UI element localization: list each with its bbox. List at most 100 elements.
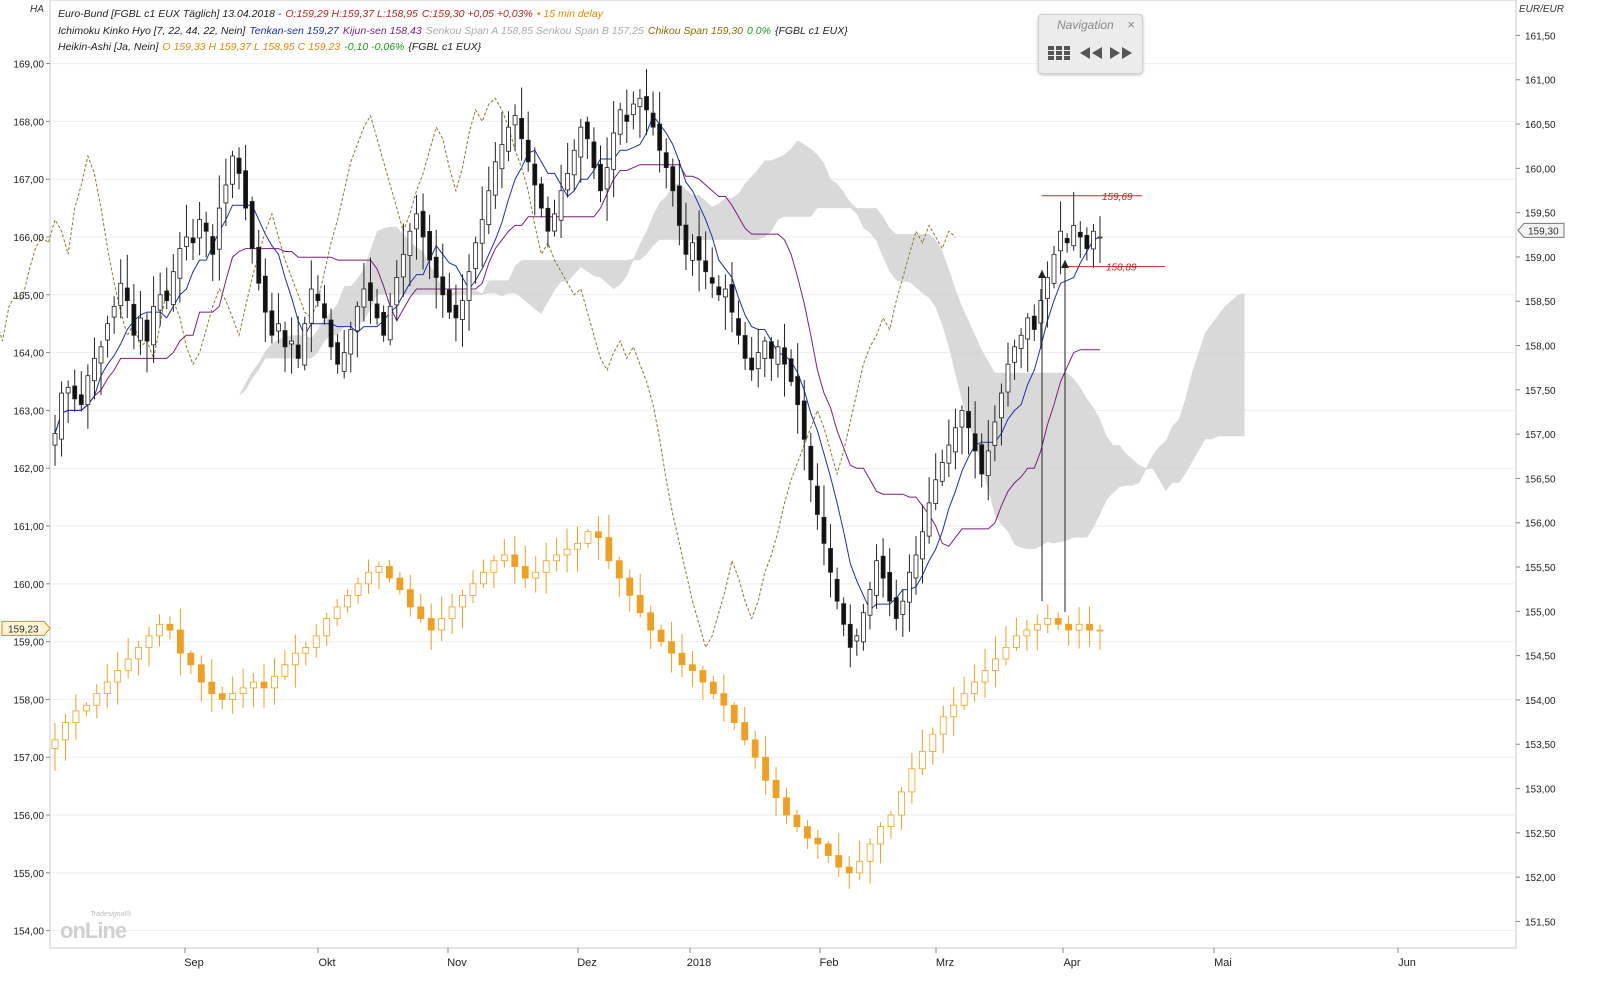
right-tick-label: 153,50 (1525, 740, 1556, 751)
price-candle-body (867, 589, 873, 616)
right-tick-label: 151,50 (1525, 917, 1556, 928)
price-candle-body (1071, 225, 1077, 247)
price-candle-body (650, 112, 656, 128)
price-candle-body (98, 346, 104, 364)
price-candle-body (197, 219, 202, 239)
price-candle-body (630, 103, 636, 116)
right-tick-label: 161,50 (1525, 31, 1556, 42)
price-candle-body (801, 400, 807, 440)
price-candle-body (335, 342, 341, 365)
rewind-icon[interactable] (1077, 42, 1105, 64)
price-candle-body (762, 340, 768, 359)
price-candle-body (788, 358, 794, 382)
price-candle-body (670, 166, 676, 192)
price-candle-body (446, 289, 452, 313)
heikin-ashi-body (176, 629, 184, 654)
heikin-ashi-body (511, 554, 519, 567)
heikin-ashi-body (772, 779, 780, 799)
heikin-ashi-body (469, 583, 477, 596)
heikin-ashi-body (824, 843, 832, 856)
heikin-ashi-body (145, 635, 153, 648)
x-tick-label: Sep (184, 957, 204, 969)
heikin-ashi-body (260, 681, 268, 689)
left-tick-label: 154,00 (13, 927, 44, 938)
heikin-ashi-body (1044, 618, 1052, 625)
heikin-ashi-body (783, 797, 790, 816)
legend-heikin-values: O 159,33 H 159,37 L 158,95 C 159,23 (162, 41, 341, 53)
heikin-ashi-body (699, 670, 707, 683)
price-candle-body (972, 433, 978, 452)
price-candle-body (676, 185, 682, 226)
price-candle-body (690, 242, 695, 261)
close-icon[interactable]: × (1127, 17, 1135, 32)
left-tick-label: 158,00 (13, 695, 44, 706)
legend: Euro-Bund [FGBL c1 EUX Täglich] 13.04.20… (58, 6, 852, 56)
legend-delay: • 15 min delay (536, 8, 603, 20)
heikin-ashi-body (793, 814, 801, 828)
price-candle-body (946, 444, 952, 464)
heikin-ashi-body (1054, 618, 1062, 625)
left-tick-label: 169,00 (13, 60, 44, 71)
price-candle-body (578, 126, 584, 158)
heikin-ashi-body (636, 594, 644, 614)
heikin-ashi-body (82, 704, 90, 712)
heikin-ashi-body (845, 866, 853, 874)
grid-icon[interactable] (1045, 42, 1073, 64)
price-candle-body (933, 479, 939, 504)
price-candle-body (907, 571, 912, 603)
heikin-ashi-body (657, 629, 665, 643)
heikin-ashi-body (208, 681, 216, 695)
heikin-ashi-body (981, 670, 989, 683)
price-candle-body (328, 319, 334, 348)
heikin-ashi-body (939, 716, 947, 735)
heikin-ashi-body (647, 612, 655, 631)
price-candle-body (295, 344, 301, 359)
fast-forward-icon[interactable] (1107, 42, 1135, 64)
heikin-ashi-body (354, 583, 362, 596)
heikin-ashi-body (553, 554, 560, 562)
right-last-price-label: 159,30 (1528, 226, 1559, 237)
price-candle-body (729, 284, 735, 313)
heikin-ashi-body (135, 647, 143, 660)
price-candle-body (374, 303, 380, 319)
price-candle-body (262, 275, 268, 313)
heikin-ashi-body (814, 837, 822, 845)
heikin-ashi-body (960, 693, 968, 706)
heikin-ashi-body (187, 652, 195, 666)
price-candle-body (637, 97, 643, 108)
heikin-ashi-body (500, 554, 508, 562)
heikin-ashi-body (908, 768, 916, 793)
price-candle-body (985, 450, 991, 477)
legend-ichimoku: Ichimoku Kinko Hyo [7, 22, 44, 22, Nein] (58, 24, 246, 37)
heikin-ashi-body (427, 618, 435, 631)
heikin-ashi-body (1013, 635, 1020, 648)
left-tick-label: 162,00 (13, 464, 44, 475)
right-tick-label: 158,50 (1525, 297, 1556, 308)
tenkan-sen-line (54, 114, 1101, 611)
right-tick-label: 156,50 (1525, 474, 1556, 485)
price-candle-body (486, 190, 492, 226)
right-last-price-box (1517, 222, 1565, 238)
heikin-ashi-body (480, 571, 487, 585)
resistance-label: 159,69 (1102, 192, 1133, 203)
price-candle-body (341, 352, 347, 372)
legend-chikou: Chikou Span 159,30 (647, 24, 744, 37)
heikin-ashi-body (365, 571, 372, 585)
price-candle-body (118, 282, 124, 307)
price-candle-body (52, 433, 58, 446)
legend-heikin-source: {FGBL c1 EUX} (408, 41, 482, 53)
heikin-ashi-body (584, 531, 592, 544)
heikin-ashi-body (709, 681, 717, 695)
price-candle-body (893, 597, 899, 619)
price-candle-body (92, 357, 97, 382)
navigation-panel[interactable]: Navigation × (1038, 14, 1143, 74)
price-candle-body (460, 300, 465, 320)
heikin-ashi-body (281, 664, 289, 677)
heikin-ashi-body (448, 606, 456, 619)
heikin-ashi-body (835, 855, 843, 868)
support-label: 158,89 (1106, 263, 1137, 274)
price-candle-body (512, 115, 518, 126)
left-tick-label: 166,00 (13, 233, 44, 244)
price-candle-body (348, 329, 354, 355)
